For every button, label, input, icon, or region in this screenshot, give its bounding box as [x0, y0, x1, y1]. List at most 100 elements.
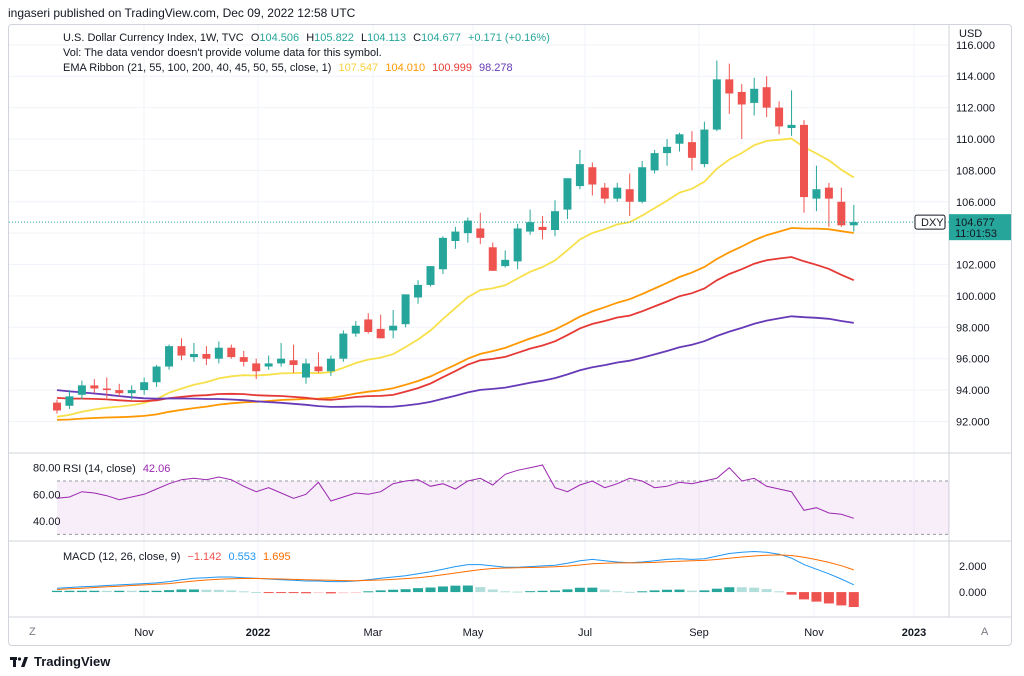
candle: [389, 310, 398, 339]
legend-close: 104.677: [421, 32, 461, 44]
candle: [376, 314, 385, 339]
legend-symbol[interactable]: U.S. Dollar Currency Index, 1W, TVC: [63, 32, 244, 44]
macd-histogram-bar: [325, 592, 336, 594]
candle-body: [165, 346, 174, 367]
candle: [737, 84, 746, 139]
candle-body: [538, 226, 547, 231]
macd-histogram-bar: [425, 587, 436, 593]
candle: [414, 280, 423, 304]
candle-body: [364, 319, 373, 333]
candle: [824, 182, 833, 227]
macd-histogram-bar: [525, 591, 536, 593]
chart-frame[interactable]: USD 116.000 114.000 112.000 110.000 108.000 10…: [8, 24, 1012, 646]
candle-body: [551, 211, 559, 231]
candle: [625, 173, 634, 216]
candle: [364, 313, 373, 334]
macd-hist-value: −1.142: [187, 551, 222, 563]
candle-body: [800, 124, 808, 198]
macd-histogram-bar: [624, 591, 635, 593]
rsi-axis-tick-1: 60.00: [33, 489, 61, 501]
price-axis-tick-2: 112.000: [956, 103, 995, 115]
time-axis-label-7: 2023: [902, 627, 926, 639]
macd-histogram-bar: [823, 592, 834, 604]
macd-histogram-bar: [699, 590, 710, 593]
candle-body: [650, 153, 659, 171]
macd-histogram-bar: [126, 590, 137, 593]
candle: [426, 266, 435, 287]
candle: [65, 390, 74, 409]
macd-axis-tick-1: 0.000: [959, 587, 987, 599]
candle-body: [326, 358, 335, 372]
legend-change: +0.171 (+0.16%): [467, 32, 550, 44]
macd-line: [56, 550, 855, 589]
candle: [476, 212, 485, 245]
macd-histogram-bar: [799, 592, 809, 600]
legend-symbol-row: U.S. Dollar Currency Index, 1W, TVC O104…: [63, 32, 554, 44]
candle-body: [376, 328, 385, 339]
candle: [77, 380, 86, 400]
macd-histogram-bar: [52, 590, 62, 593]
macd-histogram-bar: [226, 590, 237, 593]
macd-histogram-bar: [537, 590, 548, 593]
macd-histogram-bar: [487, 589, 498, 593]
macd-histogram-bar: [500, 591, 511, 593]
candle-body: [227, 347, 236, 358]
candle: [538, 215, 547, 240]
footer-brand[interactable]: TradingView: [10, 654, 110, 669]
candle: [551, 200, 559, 237]
candle-body: [451, 231, 460, 241]
candle: [675, 132, 684, 152]
time-axis-label-3: May: [463, 627, 484, 639]
candle: [762, 76, 771, 118]
candle-body: [588, 167, 597, 185]
candle-body: [152, 366, 161, 383]
time-axis-label-4: Jul: [578, 627, 592, 639]
rsi-line: [56, 464, 854, 519]
footer-brand-label: TradingView: [34, 654, 111, 669]
macd-histogram-bar: [400, 589, 411, 593]
candle-body: [463, 220, 472, 234]
legend-ema-row[interactable]: EMA Ribbon (21, 55, 100, 200, 40, 45, 50…: [63, 62, 517, 74]
candle-body: [501, 259, 510, 267]
rsi-legend[interactable]: RSI (14, close) 42.06: [63, 463, 174, 475]
macd-histogram-bar: [736, 587, 747, 593]
macd-histogram-bar: [388, 589, 399, 593]
price-axis-tick-1: 114.000: [956, 71, 995, 83]
price-axis-tick-10: 96.000: [956, 354, 990, 366]
macd-histogram-bar: [612, 591, 623, 593]
price-tag-box: [949, 214, 1011, 241]
candle: [775, 101, 784, 135]
macd-histogram-bar: [238, 591, 249, 593]
candle: [351, 321, 360, 337]
macd-histogram-bar: [176, 589, 187, 593]
auto-scale-toggle[interactable]: A: [981, 626, 989, 638]
macd-histogram-bar: [774, 591, 785, 593]
candle-body: [77, 385, 86, 395]
candle-body: [389, 325, 398, 331]
ema-100-line: [56, 256, 855, 403]
legend-ema-value-1: 107.547: [338, 62, 379, 74]
candle-body: [102, 388, 111, 391]
price-axis-tick-8: 100.000: [956, 291, 996, 303]
candle-body: [750, 88, 759, 103]
candle: [712, 60, 721, 132]
candle-body: [289, 360, 298, 365]
time-axis-label-6: Nov: [804, 627, 824, 639]
log-scale-toggle[interactable]: Z: [29, 626, 36, 638]
macd-histogram-bar: [201, 589, 212, 593]
macd-legend[interactable]: MACD (12, 26, close, 9) −1.142 0.553 1.6…: [63, 551, 295, 563]
tradingview-logo-icon: [10, 656, 28, 667]
candle: [177, 338, 186, 361]
time-axis-label-0: Nov: [134, 627, 154, 639]
candle: [314, 352, 323, 373]
candle-body: [775, 107, 784, 127]
candle: [563, 178, 572, 220]
time-axis-label-2: Mar: [364, 627, 383, 639]
candle: [227, 344, 236, 359]
ema-200-line: [56, 315, 854, 408]
macd-histogram-bar: [263, 592, 274, 594]
macd-histogram-bar: [786, 592, 797, 595]
rsi-title: RSI (14, close): [63, 463, 136, 475]
legend-low-label: L: [360, 32, 368, 44]
